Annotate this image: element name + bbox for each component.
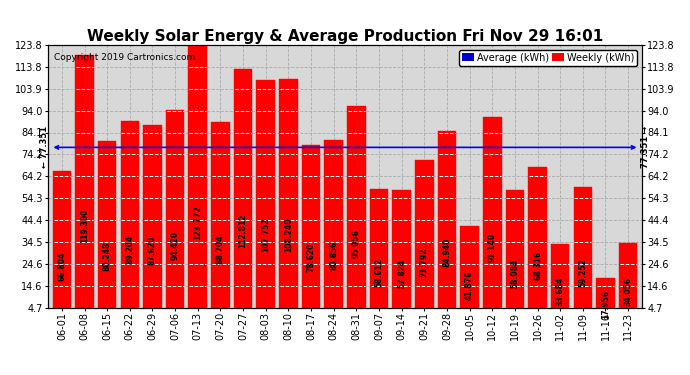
Bar: [121, 121, 139, 318]
Bar: [144, 125, 161, 318]
Text: 123.772: 123.772: [193, 205, 202, 240]
Text: 58.612: 58.612: [375, 258, 384, 287]
Bar: [75, 55, 94, 318]
Text: 58.084: 58.084: [511, 258, 520, 288]
Bar: [483, 117, 502, 318]
Text: 66.804: 66.804: [57, 252, 66, 281]
Text: 17.956: 17.956: [601, 290, 610, 319]
Bar: [166, 110, 184, 318]
Bar: [437, 130, 456, 318]
Text: 41.876: 41.876: [465, 271, 474, 300]
Text: 112.812: 112.812: [239, 214, 248, 248]
Bar: [52, 171, 71, 318]
Bar: [370, 189, 388, 318]
Text: 107.752: 107.752: [262, 217, 270, 252]
Text: 78.620: 78.620: [306, 243, 315, 272]
Bar: [506, 190, 524, 318]
Text: 91.140: 91.140: [488, 233, 497, 262]
Legend: Average (kWh), Weekly (kWh): Average (kWh), Weekly (kWh): [460, 50, 637, 66]
Text: 88.704: 88.704: [216, 235, 225, 264]
Text: 57.824: 57.824: [397, 259, 406, 288]
Text: 94.420: 94.420: [170, 231, 179, 260]
Bar: [573, 187, 592, 318]
Bar: [393, 190, 411, 318]
Bar: [257, 80, 275, 318]
Bar: [324, 140, 343, 318]
Bar: [619, 243, 638, 318]
Bar: [460, 226, 479, 318]
Text: 108.240: 108.240: [284, 217, 293, 252]
Text: 119.300: 119.300: [80, 209, 89, 243]
Bar: [415, 160, 433, 318]
Text: 34.056: 34.056: [624, 277, 633, 306]
Bar: [551, 244, 569, 318]
Text: 80.248: 80.248: [103, 241, 112, 271]
Text: ← 77.351: ← 77.351: [41, 126, 50, 168]
Title: Weekly Solar Energy & Average Production Fri Nov 29 16:01: Weekly Solar Energy & Average Production…: [87, 29, 603, 44]
Bar: [529, 167, 546, 318]
Text: 77.351 →: 77.351 →: [640, 126, 649, 168]
Text: 71.792: 71.792: [420, 248, 428, 277]
Text: 95.956: 95.956: [352, 230, 361, 258]
Text: 68.316: 68.316: [533, 251, 542, 280]
Text: Copyright 2019 Cartronics.com: Copyright 2019 Cartronics.com: [55, 53, 195, 62]
Bar: [188, 45, 207, 318]
Bar: [347, 106, 366, 318]
Bar: [279, 79, 297, 318]
Bar: [98, 141, 117, 318]
Text: 87.620: 87.620: [148, 236, 157, 265]
Text: 84.940: 84.940: [442, 238, 451, 267]
Bar: [302, 145, 320, 318]
Bar: [596, 278, 615, 318]
Bar: [234, 69, 253, 318]
Text: 89.204: 89.204: [126, 234, 135, 264]
Text: 80.856: 80.856: [329, 241, 338, 270]
Text: 33.684: 33.684: [555, 277, 564, 306]
Text: 59.252: 59.252: [578, 258, 587, 286]
Bar: [211, 122, 230, 318]
